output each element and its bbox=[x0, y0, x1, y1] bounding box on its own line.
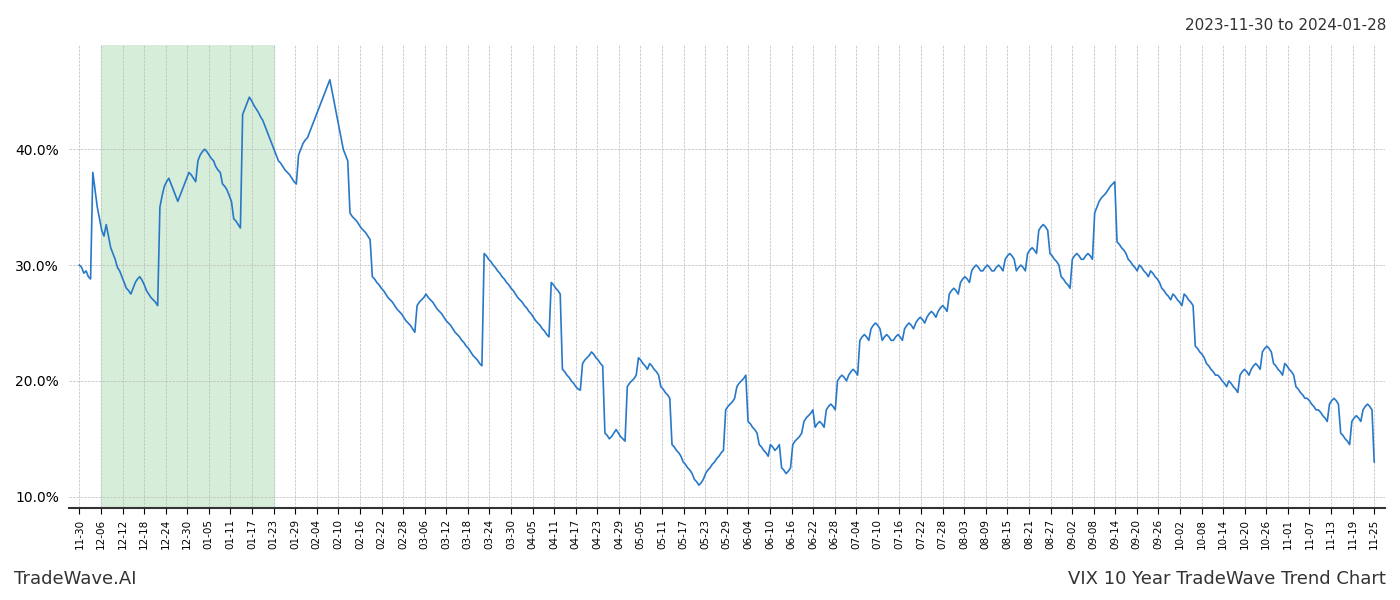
Text: TradeWave.AI: TradeWave.AI bbox=[14, 570, 137, 588]
Text: VIX 10 Year TradeWave Trend Chart: VIX 10 Year TradeWave Trend Chart bbox=[1068, 570, 1386, 588]
Bar bbox=[101, 45, 273, 508]
Text: 2023-11-30 to 2024-01-28: 2023-11-30 to 2024-01-28 bbox=[1184, 18, 1386, 33]
